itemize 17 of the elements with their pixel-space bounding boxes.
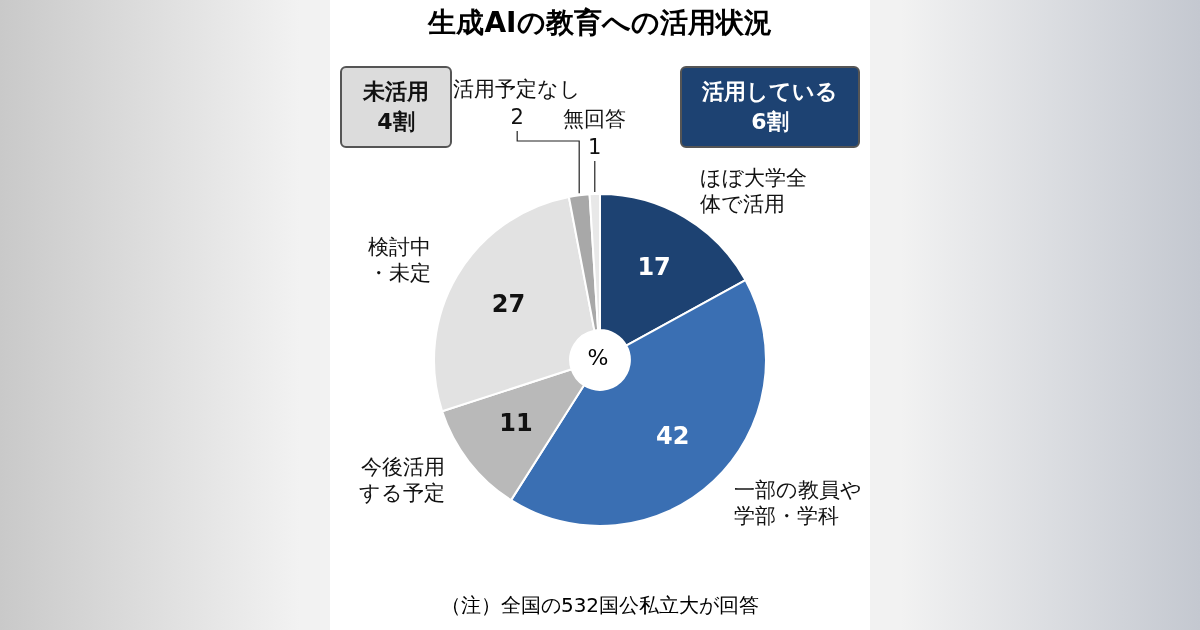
data-label: 27 <box>491 290 526 319</box>
data-label: 1 <box>588 135 602 160</box>
text: 活用している 6割 <box>701 78 839 136</box>
text: % <box>586 345 610 370</box>
slice-label: 今後活用する予定 <box>359 454 446 507</box>
slice-label: 活用予定なし <box>453 77 582 102</box>
slice-label: 検討中・未定 <box>367 234 432 287</box>
text: 未活用 4割 <box>362 78 430 136</box>
data-label: 17 <box>637 252 671 281</box>
data-label: 11 <box>499 409 533 438</box>
slice-label: 無回答 <box>563 107 627 132</box>
text: （注）全国の532国公私立大が回答 <box>439 592 761 619</box>
slice-label: ほぼ大学全体で活用 <box>699 165 807 218</box>
data-label: 2 <box>510 105 524 130</box>
chart-title: 生成AIの教育への活用状況 <box>426 5 773 41</box>
data-label: 42 <box>656 421 690 450</box>
slice-label: 一部の教員や学部・学科 <box>734 476 863 529</box>
